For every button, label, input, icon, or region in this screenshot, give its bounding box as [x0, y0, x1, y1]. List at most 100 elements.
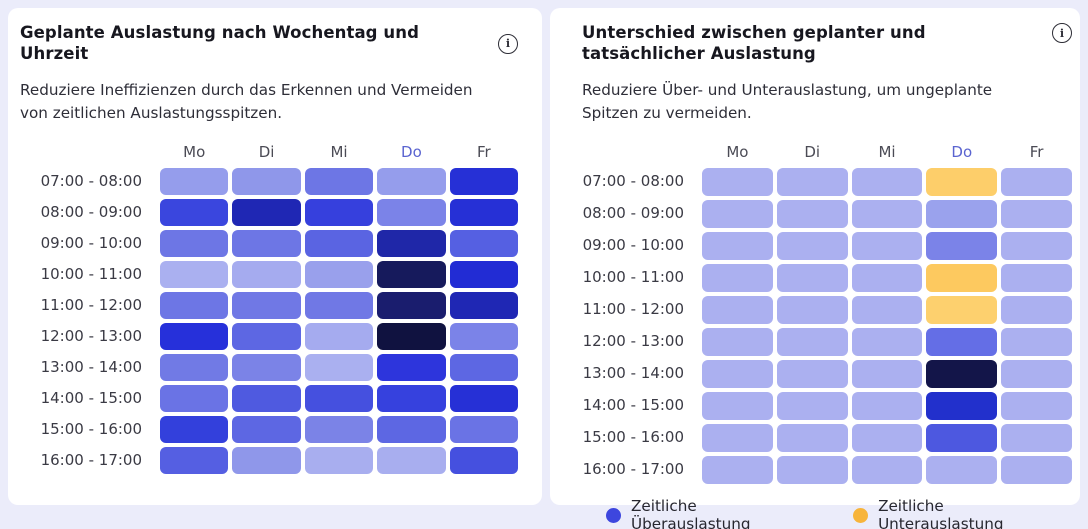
heatmap-cell-do-row3[interactable] — [926, 264, 998, 292]
heatmap-cell-di-row4[interactable] — [776, 296, 848, 324]
heatmap-cell-mi-row5[interactable] — [304, 323, 374, 350]
heatmap-cell-do-row9[interactable] — [377, 447, 446, 474]
heatmap-cell-mi-row6[interactable] — [304, 354, 374, 381]
heatmap-cell-fr-row9[interactable] — [449, 447, 519, 474]
heatmap-cell-mo-row7[interactable] — [702, 392, 773, 420]
heatmap-cell-fr-row2[interactable] — [1001, 232, 1072, 260]
heatmap-cell-mo-row2[interactable] — [160, 230, 229, 257]
heatmap-cell-di-row9[interactable] — [776, 456, 848, 484]
heatmap-cell-di-row7[interactable] — [232, 385, 301, 412]
heatmap-cell-mo-row0[interactable] — [160, 168, 229, 195]
heatmap-cell-di-row1[interactable] — [776, 200, 848, 228]
heatmap-cell-fr-row0[interactable] — [449, 168, 519, 195]
heatmap-cell-di-row1[interactable] — [232, 199, 301, 226]
heatmap-cell-mi-row7[interactable] — [304, 385, 374, 412]
heatmap-cell-fr-row5[interactable] — [1001, 328, 1072, 356]
heatmap-cell-do-row4[interactable] — [377, 292, 446, 319]
heatmap-cell-mi-row0[interactable] — [304, 168, 374, 195]
heatmap-cell-fr-row6[interactable] — [449, 354, 519, 381]
heatmap-cell-do-row6[interactable] — [926, 360, 998, 388]
heatmap-cell-do-row7[interactable] — [926, 392, 998, 420]
heatmap-cell-di-row6[interactable] — [232, 354, 301, 381]
heatmap-cell-mi-row2[interactable] — [851, 232, 923, 260]
heatmap-cell-mo-row5[interactable] — [160, 323, 229, 350]
heatmap-cell-mi-row3[interactable] — [851, 264, 923, 292]
heatmap-cell-di-row9[interactable] — [232, 447, 301, 474]
heatmap-cell-mo-row0[interactable] — [702, 168, 773, 196]
heatmap-cell-mi-row6[interactable] — [851, 360, 923, 388]
heatmap-cell-fr-row2[interactable] — [449, 230, 519, 257]
heatmap-cell-di-row6[interactable] — [776, 360, 848, 388]
heatmap-cell-mo-row4[interactable] — [702, 296, 773, 324]
heatmap-cell-do-row8[interactable] — [377, 416, 446, 443]
heatmap-cell-mo-row5[interactable] — [702, 328, 773, 356]
heatmap-cell-mi-row9[interactable] — [304, 447, 374, 474]
heatmap-cell-do-row0[interactable] — [926, 168, 998, 196]
heatmap-cell-mi-row8[interactable] — [304, 416, 374, 443]
heatmap-cell-mo-row8[interactable] — [702, 424, 773, 452]
heatmap-cell-fr-row7[interactable] — [1001, 392, 1072, 420]
heatmap-cell-mi-row3[interactable] — [304, 261, 374, 288]
heatmap-cell-fr-row8[interactable] — [449, 416, 519, 443]
heatmap-cell-mi-row2[interactable] — [304, 230, 374, 257]
heatmap-cell-mo-row6[interactable] — [702, 360, 773, 388]
heatmap-cell-fr-row3[interactable] — [449, 261, 519, 288]
heatmap-cell-di-row0[interactable] — [776, 168, 848, 196]
heatmap-cell-di-row3[interactable] — [776, 264, 848, 292]
heatmap-cell-mi-row1[interactable] — [851, 200, 923, 228]
heatmap-cell-mo-row9[interactable] — [702, 456, 773, 484]
heatmap-cell-mo-row1[interactable] — [160, 199, 229, 226]
heatmap-cell-fr-row6[interactable] — [1001, 360, 1072, 388]
heatmap-cell-mo-row4[interactable] — [160, 292, 229, 319]
heatmap-cell-di-row8[interactable] — [776, 424, 848, 452]
heatmap-cell-mi-row5[interactable] — [851, 328, 923, 356]
heatmap-cell-di-row0[interactable] — [232, 168, 301, 195]
heatmap-cell-di-row7[interactable] — [776, 392, 848, 420]
heatmap-cell-mi-row4[interactable] — [851, 296, 923, 324]
heatmap-cell-mo-row2[interactable] — [702, 232, 773, 260]
heatmap-cell-do-row1[interactable] — [926, 200, 998, 228]
heatmap-cell-mo-row6[interactable] — [160, 354, 229, 381]
heatmap-cell-fr-row8[interactable] — [1001, 424, 1072, 452]
heatmap-cell-mo-row8[interactable] — [160, 416, 229, 443]
heatmap-cell-di-row8[interactable] — [232, 416, 301, 443]
heatmap-cell-mi-row0[interactable] — [851, 168, 923, 196]
heatmap-cell-mo-row7[interactable] — [160, 385, 229, 412]
heatmap-cell-do-row2[interactable] — [377, 230, 446, 257]
heatmap-cell-di-row5[interactable] — [232, 323, 301, 350]
heatmap-cell-do-row9[interactable] — [926, 456, 998, 484]
heatmap-cell-mi-row7[interactable] — [851, 392, 923, 420]
heatmap-cell-do-row7[interactable] — [377, 385, 446, 412]
heatmap-cell-fr-row5[interactable] — [449, 323, 519, 350]
heatmap-cell-fr-row0[interactable] — [1001, 168, 1072, 196]
heatmap-cell-do-row2[interactable] — [926, 232, 998, 260]
heatmap-cell-do-row5[interactable] — [377, 323, 446, 350]
heatmap-cell-mi-row8[interactable] — [851, 424, 923, 452]
heatmap-cell-fr-row4[interactable] — [1001, 296, 1072, 324]
info-icon[interactable]: i — [498, 33, 518, 54]
heatmap-cell-mo-row1[interactable] — [702, 200, 773, 228]
heatmap-cell-mi-row4[interactable] — [304, 292, 374, 319]
heatmap-cell-mo-row9[interactable] — [160, 447, 229, 474]
heatmap-cell-do-row6[interactable] — [377, 354, 446, 381]
heatmap-cell-do-row4[interactable] — [926, 296, 998, 324]
heatmap-cell-fr-row3[interactable] — [1001, 264, 1072, 292]
heatmap-cell-di-row5[interactable] — [776, 328, 848, 356]
heatmap-cell-do-row5[interactable] — [926, 328, 998, 356]
heatmap-cell-do-row1[interactable] — [377, 199, 446, 226]
heatmap-cell-di-row3[interactable] — [232, 261, 301, 288]
heatmap-cell-fr-row4[interactable] — [449, 292, 519, 319]
heatmap-cell-do-row3[interactable] — [377, 261, 446, 288]
heatmap-cell-mi-row9[interactable] — [851, 456, 923, 484]
heatmap-cell-do-row0[interactable] — [377, 168, 446, 195]
heatmap-cell-fr-row1[interactable] — [1001, 200, 1072, 228]
heatmap-cell-mo-row3[interactable] — [160, 261, 229, 288]
heatmap-cell-fr-row7[interactable] — [449, 385, 519, 412]
heatmap-cell-mo-row3[interactable] — [702, 264, 773, 292]
heatmap-cell-di-row2[interactable] — [232, 230, 301, 257]
info-icon[interactable]: i — [1052, 23, 1072, 43]
heatmap-cell-do-row8[interactable] — [926, 424, 998, 452]
heatmap-cell-fr-row1[interactable] — [449, 199, 519, 226]
heatmap-cell-di-row2[interactable] — [776, 232, 848, 260]
heatmap-cell-di-row4[interactable] — [232, 292, 301, 319]
